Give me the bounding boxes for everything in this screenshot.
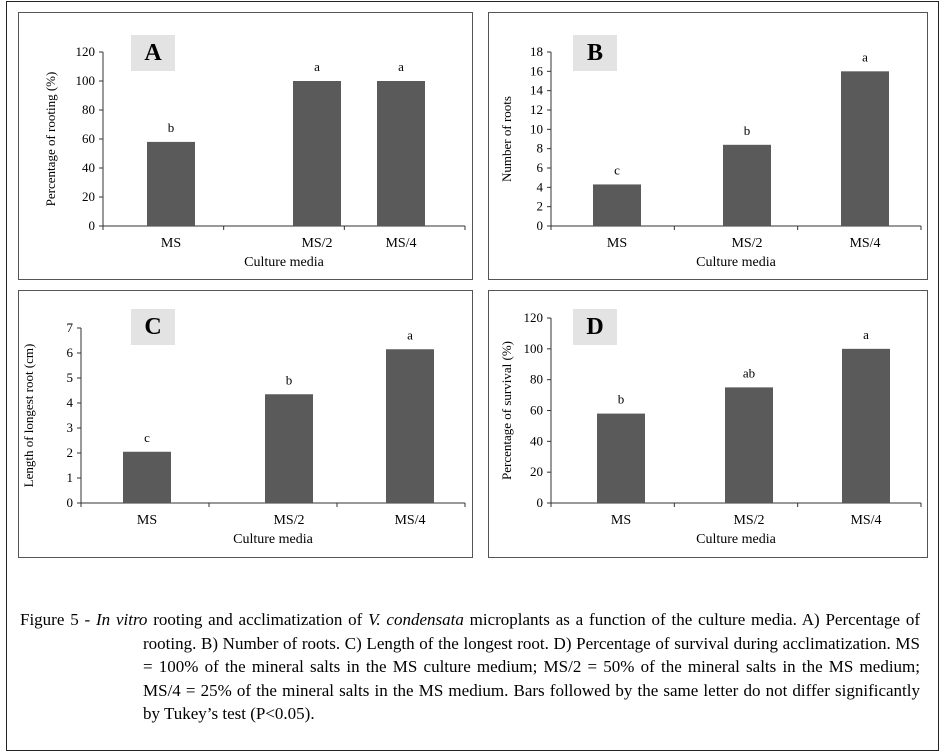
x-axis-title-a: Culture media: [244, 255, 324, 270]
y-tick-label-d: 0: [537, 495, 544, 510]
significance-letter-a: a: [398, 59, 404, 74]
x-tick-label-d: MS: [611, 513, 631, 528]
figure-caption: Figure 5 - In vitro rooting and acclimat…: [20, 608, 920, 726]
x-tick-label-d: MS/4: [850, 513, 881, 528]
y-tick-label-a: 80: [82, 102, 95, 117]
y-tick-label-b: 12: [530, 102, 543, 117]
x-axis-title-b: Culture media: [696, 255, 776, 270]
x-tick-label-b: MS/2: [731, 236, 762, 251]
bar-d-3: [842, 348, 890, 503]
y-tick-label-d: 60: [530, 403, 543, 418]
y-tick-label-c: 3: [67, 420, 74, 435]
caption-italic-species: V. condensata: [368, 610, 464, 629]
panel-label-a: A: [131, 35, 175, 71]
y-tick-label-a: 40: [82, 160, 95, 175]
chart-b-svg: 0 2 4 6 8 10 12 14 16 18 c MS b MS/2 a MS/4 Culture medi…: [499, 44, 922, 270]
x-tick-label-a: MS/2: [301, 236, 332, 251]
chart-a-svg: 0 20 40 60 80 100 120 b MS a MS/2 a MS/4 Culture medi…: [43, 44, 466, 270]
chart-panel-b: 0 2 4 6 8 10 12 14 16 18 c MS b MS/2 a MS/4 Culture medi…: [488, 12, 928, 280]
significance-letter-a: a: [314, 59, 320, 74]
bar-d-2: [725, 387, 773, 503]
x-tick-label-c: MS: [137, 513, 157, 528]
y-axis-title-c: Length of longest root (cm): [21, 344, 36, 488]
chart-panel-c: 0 1 2 3 4 5 6 7 c MS b MS/2 a MS/4 Culture media Length…: [18, 290, 473, 558]
panel-label-b: B: [573, 35, 617, 71]
x-tick-label-a: MS/4: [385, 236, 416, 251]
y-tick-label-d: 20: [530, 464, 543, 479]
bar-c-2: [265, 394, 313, 503]
y-tick-label-a: 20: [82, 189, 95, 204]
y-axis-title-a: Percentage of rooting (%): [43, 72, 58, 207]
y-tick-label-b: 0: [537, 218, 544, 233]
bar-b-3: [841, 71, 889, 226]
y-tick-label-d: 120: [524, 310, 544, 325]
bar-c-1: [123, 451, 171, 503]
y-axis-title-d: Percentage of survival (%): [499, 341, 514, 480]
panel-label-d: D: [573, 309, 617, 345]
panel-label-c: C: [131, 309, 175, 345]
x-axis-title-d: Culture media: [696, 532, 776, 547]
significance-letter-d: ab: [743, 365, 755, 380]
x-tick-label-a: MS: [161, 236, 181, 251]
significance-letter-b: c: [614, 162, 620, 177]
y-tick-label-b: 8: [537, 141, 544, 156]
y-tick-label-b: 2: [537, 199, 544, 214]
y-tick-label-a: 100: [76, 73, 96, 88]
caption-text-1: rooting and acclimatization of: [147, 610, 369, 629]
y-tick-label-d: 40: [530, 433, 543, 448]
x-tick-label-b: MS: [607, 236, 627, 251]
y-tick-label-b: 16: [530, 63, 544, 78]
significance-letter-c: c: [144, 430, 150, 445]
y-tick-label-c: 4: [67, 395, 74, 410]
bar-a-3: [377, 81, 425, 226]
y-tick-label-b: 14: [530, 83, 544, 98]
significance-letter-d: b: [618, 392, 625, 407]
y-tick-label-a: 0: [89, 218, 96, 233]
bar-b-2: [723, 144, 771, 226]
y-tick-label-c: 0: [67, 495, 74, 510]
significance-letter-d: a: [863, 327, 869, 342]
y-tick-label-d: 100: [524, 341, 544, 356]
significance-letter-b: a: [862, 49, 868, 64]
y-tick-label-c: 5: [67, 370, 74, 385]
y-tick-label-c: 6: [67, 345, 74, 360]
figure-frame: [6, 1, 939, 751]
chart-panel-a: 0 20 40 60 80 100 120 b MS a MS/2 a MS/4 Culture medi…: [18, 12, 473, 280]
significance-letter-c: a: [407, 327, 413, 342]
caption-prefix: Figure 5 -: [20, 610, 96, 629]
x-tick-label-d: MS/2: [733, 513, 764, 528]
bar-c-3: [386, 349, 434, 503]
y-tick-label-b: 18: [530, 44, 543, 59]
caption-italic-in-vitro: In vitro: [95, 610, 148, 629]
bar-b-1: [593, 184, 641, 226]
y-tick-label-c: 1: [67, 470, 74, 485]
bar-a-2: [293, 81, 341, 226]
chart-d-svg: 0 20 40 60 80 100 120 b MS ab MS/2 a MS/4 Culture med…: [499, 310, 922, 547]
y-tick-label-b: 6: [537, 160, 544, 175]
y-tick-label-b: 4: [537, 179, 544, 194]
y-axis-title-b: Number of roots: [499, 96, 514, 182]
y-tick-label-a: 60: [82, 131, 95, 146]
y-tick-label-d: 80: [530, 372, 543, 387]
bar-a-1: [147, 141, 195, 226]
x-tick-label-b: MS/4: [849, 236, 880, 251]
chart-panel-d: 0 20 40 60 80 100 120 b MS ab MS/2 a MS/4 Culture med…: [488, 290, 928, 558]
x-axis-title-c: Culture media: [233, 532, 313, 547]
x-tick-label-c: MS/4: [394, 513, 425, 528]
y-tick-label-c: 7: [67, 320, 74, 335]
y-tick-label-c: 2: [67, 445, 74, 460]
y-tick-label-a: 120: [76, 44, 96, 59]
chart-c-svg: 0 1 2 3 4 5 6 7 c MS b MS/2 a MS/4 Culture media Length…: [21, 320, 466, 547]
significance-letter-c: b: [286, 372, 293, 387]
significance-letter-a: b: [168, 120, 175, 135]
x-tick-label-c: MS/2: [273, 513, 304, 528]
bar-d-1: [597, 413, 645, 503]
caption-text-2: microplants as a function of the culture…: [143, 610, 921, 723]
significance-letter-b: b: [744, 123, 751, 138]
y-tick-label-b: 10: [530, 121, 543, 136]
